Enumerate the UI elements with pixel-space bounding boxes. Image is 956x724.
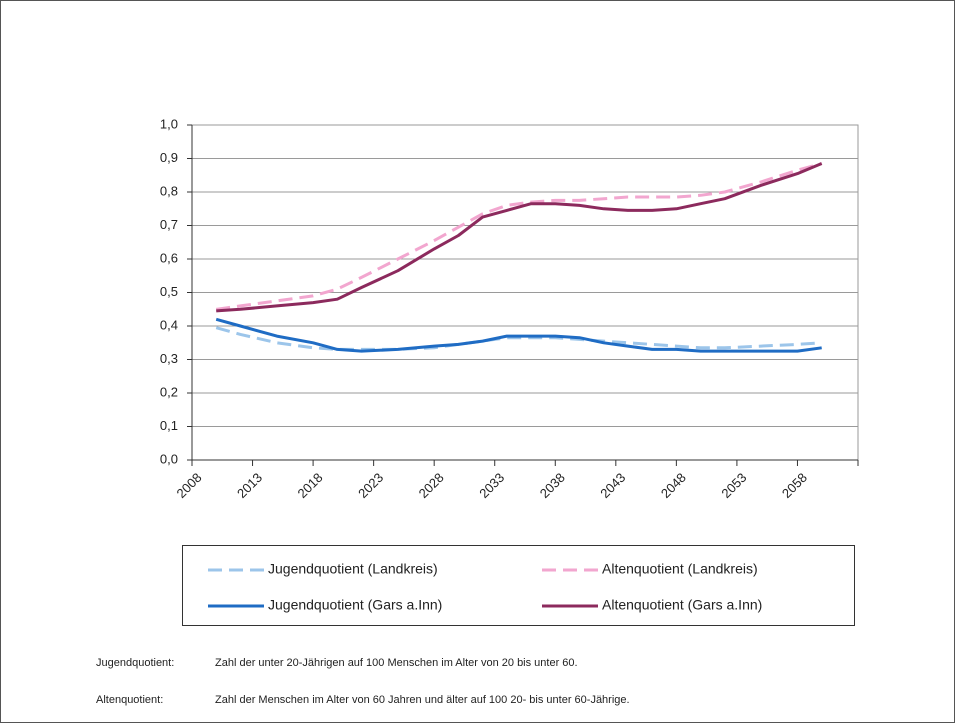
- y-tick-label: 0,0: [160, 451, 178, 466]
- legend-label: Jugendquotient (Landkreis): [268, 561, 438, 577]
- series-line: [216, 162, 823, 313]
- y-tick-label: 0,8: [160, 183, 178, 198]
- note-text: Zahl der Menschen im Alter von 60 Jahren…: [215, 694, 630, 706]
- note-text: Zahl der unter 20-Jährigen auf 100 Mensc…: [215, 657, 578, 669]
- legend-label: Altenquotient (Gars a.Inn): [602, 597, 762, 613]
- y-tick-label: 1,0: [160, 116, 178, 131]
- legend-box: [182, 545, 855, 626]
- y-tick-label: 0,5: [160, 284, 178, 299]
- y-tick-label: 0,9: [160, 150, 178, 165]
- y-tick-label: 0,6: [160, 250, 178, 265]
- series-line: [215, 162, 823, 311]
- series-line: [215, 317, 822, 353]
- y-tick-label: 0,7: [160, 217, 178, 232]
- note-term: Jugendquotient:: [96, 657, 174, 669]
- y-tick-label: 0,1: [160, 418, 178, 433]
- series-line: [215, 326, 822, 351]
- legend-label: Jugendquotient (Gars a.Inn): [268, 597, 442, 613]
- y-tick-label: 0,4: [160, 317, 178, 332]
- y-tick-label: 0,2: [160, 384, 178, 399]
- y-tick-label: 0,3: [160, 351, 178, 366]
- note-term: Altenquotient:: [96, 694, 163, 706]
- legend-label: Altenquotient (Landkreis): [602, 561, 758, 577]
